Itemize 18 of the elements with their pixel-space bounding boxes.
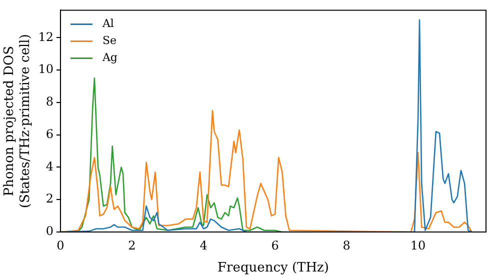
legend-label: Se: [102, 34, 117, 48]
y-tick-label: 2: [46, 192, 54, 206]
y-tick-label: 4: [46, 159, 54, 174]
y-tick-label: 6: [46, 126, 54, 141]
x-axis-title: Frequency (THz): [218, 260, 329, 276]
y-axis-title: Phonon projected DOS (States/THz·primitive cell): [2, 34, 33, 208]
y-tick-label: 0: [46, 224, 54, 238]
y-tick-label: 10: [38, 62, 54, 76]
legend-label: Al: [101, 17, 114, 30]
y-tick-label: 12: [38, 30, 54, 44]
x-tick-label: 4: [200, 238, 208, 252]
x-tick-label: 8: [342, 238, 350, 252]
x-tick-label: 2: [128, 238, 136, 252]
y-tick-label: 8: [46, 94, 54, 109]
x-tick-label: 0: [56, 238, 64, 252]
x-tick-label: 10: [410, 238, 426, 252]
legend-label: Ag: [101, 51, 118, 64]
x-tick-label: 6: [271, 238, 279, 252]
